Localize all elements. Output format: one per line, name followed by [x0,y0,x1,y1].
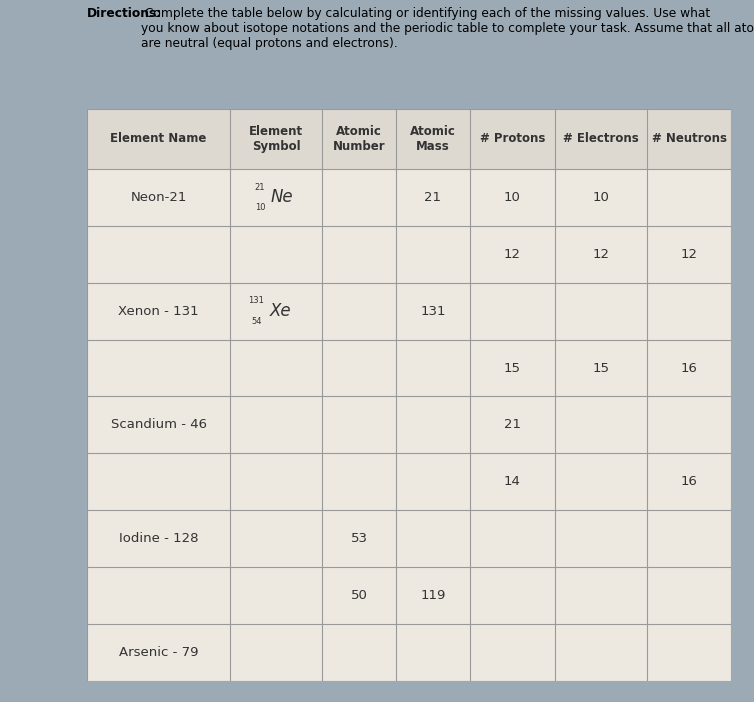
Text: 21: 21 [425,191,442,204]
Bar [87,109,731,169]
Text: Complete the table below by calculating or identifying each of the missing value: Complete the table below by calculating … [140,7,754,50]
Text: Atomic
Mass: Atomic Mass [410,125,456,153]
Text: Element Name: Element Name [110,133,207,145]
Text: 50: 50 [351,589,368,602]
Text: Xenon - 131: Xenon - 131 [118,305,199,317]
Text: # Protons: # Protons [480,133,545,145]
Text: 10: 10 [255,203,265,212]
Text: 21: 21 [504,418,521,432]
Text: Ne: Ne [271,188,293,206]
Bar [87,397,731,453]
Text: 131: 131 [248,296,264,305]
Text: 15: 15 [504,362,521,374]
Text: 21: 21 [255,183,265,192]
Bar [87,226,731,283]
Text: Iodine - 128: Iodine - 128 [119,532,198,545]
Text: # Neutrons: # Neutrons [651,133,727,145]
Text: Directions:: Directions: [87,7,162,20]
Text: Arsenic - 79: Arsenic - 79 [119,646,198,659]
Text: 12: 12 [592,248,609,260]
Text: 16: 16 [681,362,697,374]
Text: 10: 10 [592,191,609,204]
Bar [87,567,731,624]
Text: 54: 54 [251,317,262,326]
Text: 10: 10 [504,191,520,204]
Text: 12: 12 [504,248,521,260]
Text: Scandium - 46: Scandium - 46 [111,418,207,432]
Text: Neon-21: Neon-21 [130,191,187,204]
Text: Atomic
Number: Atomic Number [333,125,385,153]
Text: 131: 131 [420,305,446,317]
Bar [87,510,731,567]
Text: # Electrons: # Electrons [562,133,639,145]
Text: 119: 119 [420,589,446,602]
Bar [87,453,731,510]
Text: 14: 14 [504,475,520,489]
Text: Element
Symbol: Element Symbol [250,125,304,153]
Text: Xe: Xe [270,302,292,320]
Bar [87,340,731,397]
Bar [87,624,731,681]
Text: 16: 16 [681,475,697,489]
Text: 53: 53 [351,532,368,545]
Bar [87,283,731,340]
Text: 15: 15 [592,362,609,374]
Text: 12: 12 [681,248,697,260]
Bar [87,169,731,226]
